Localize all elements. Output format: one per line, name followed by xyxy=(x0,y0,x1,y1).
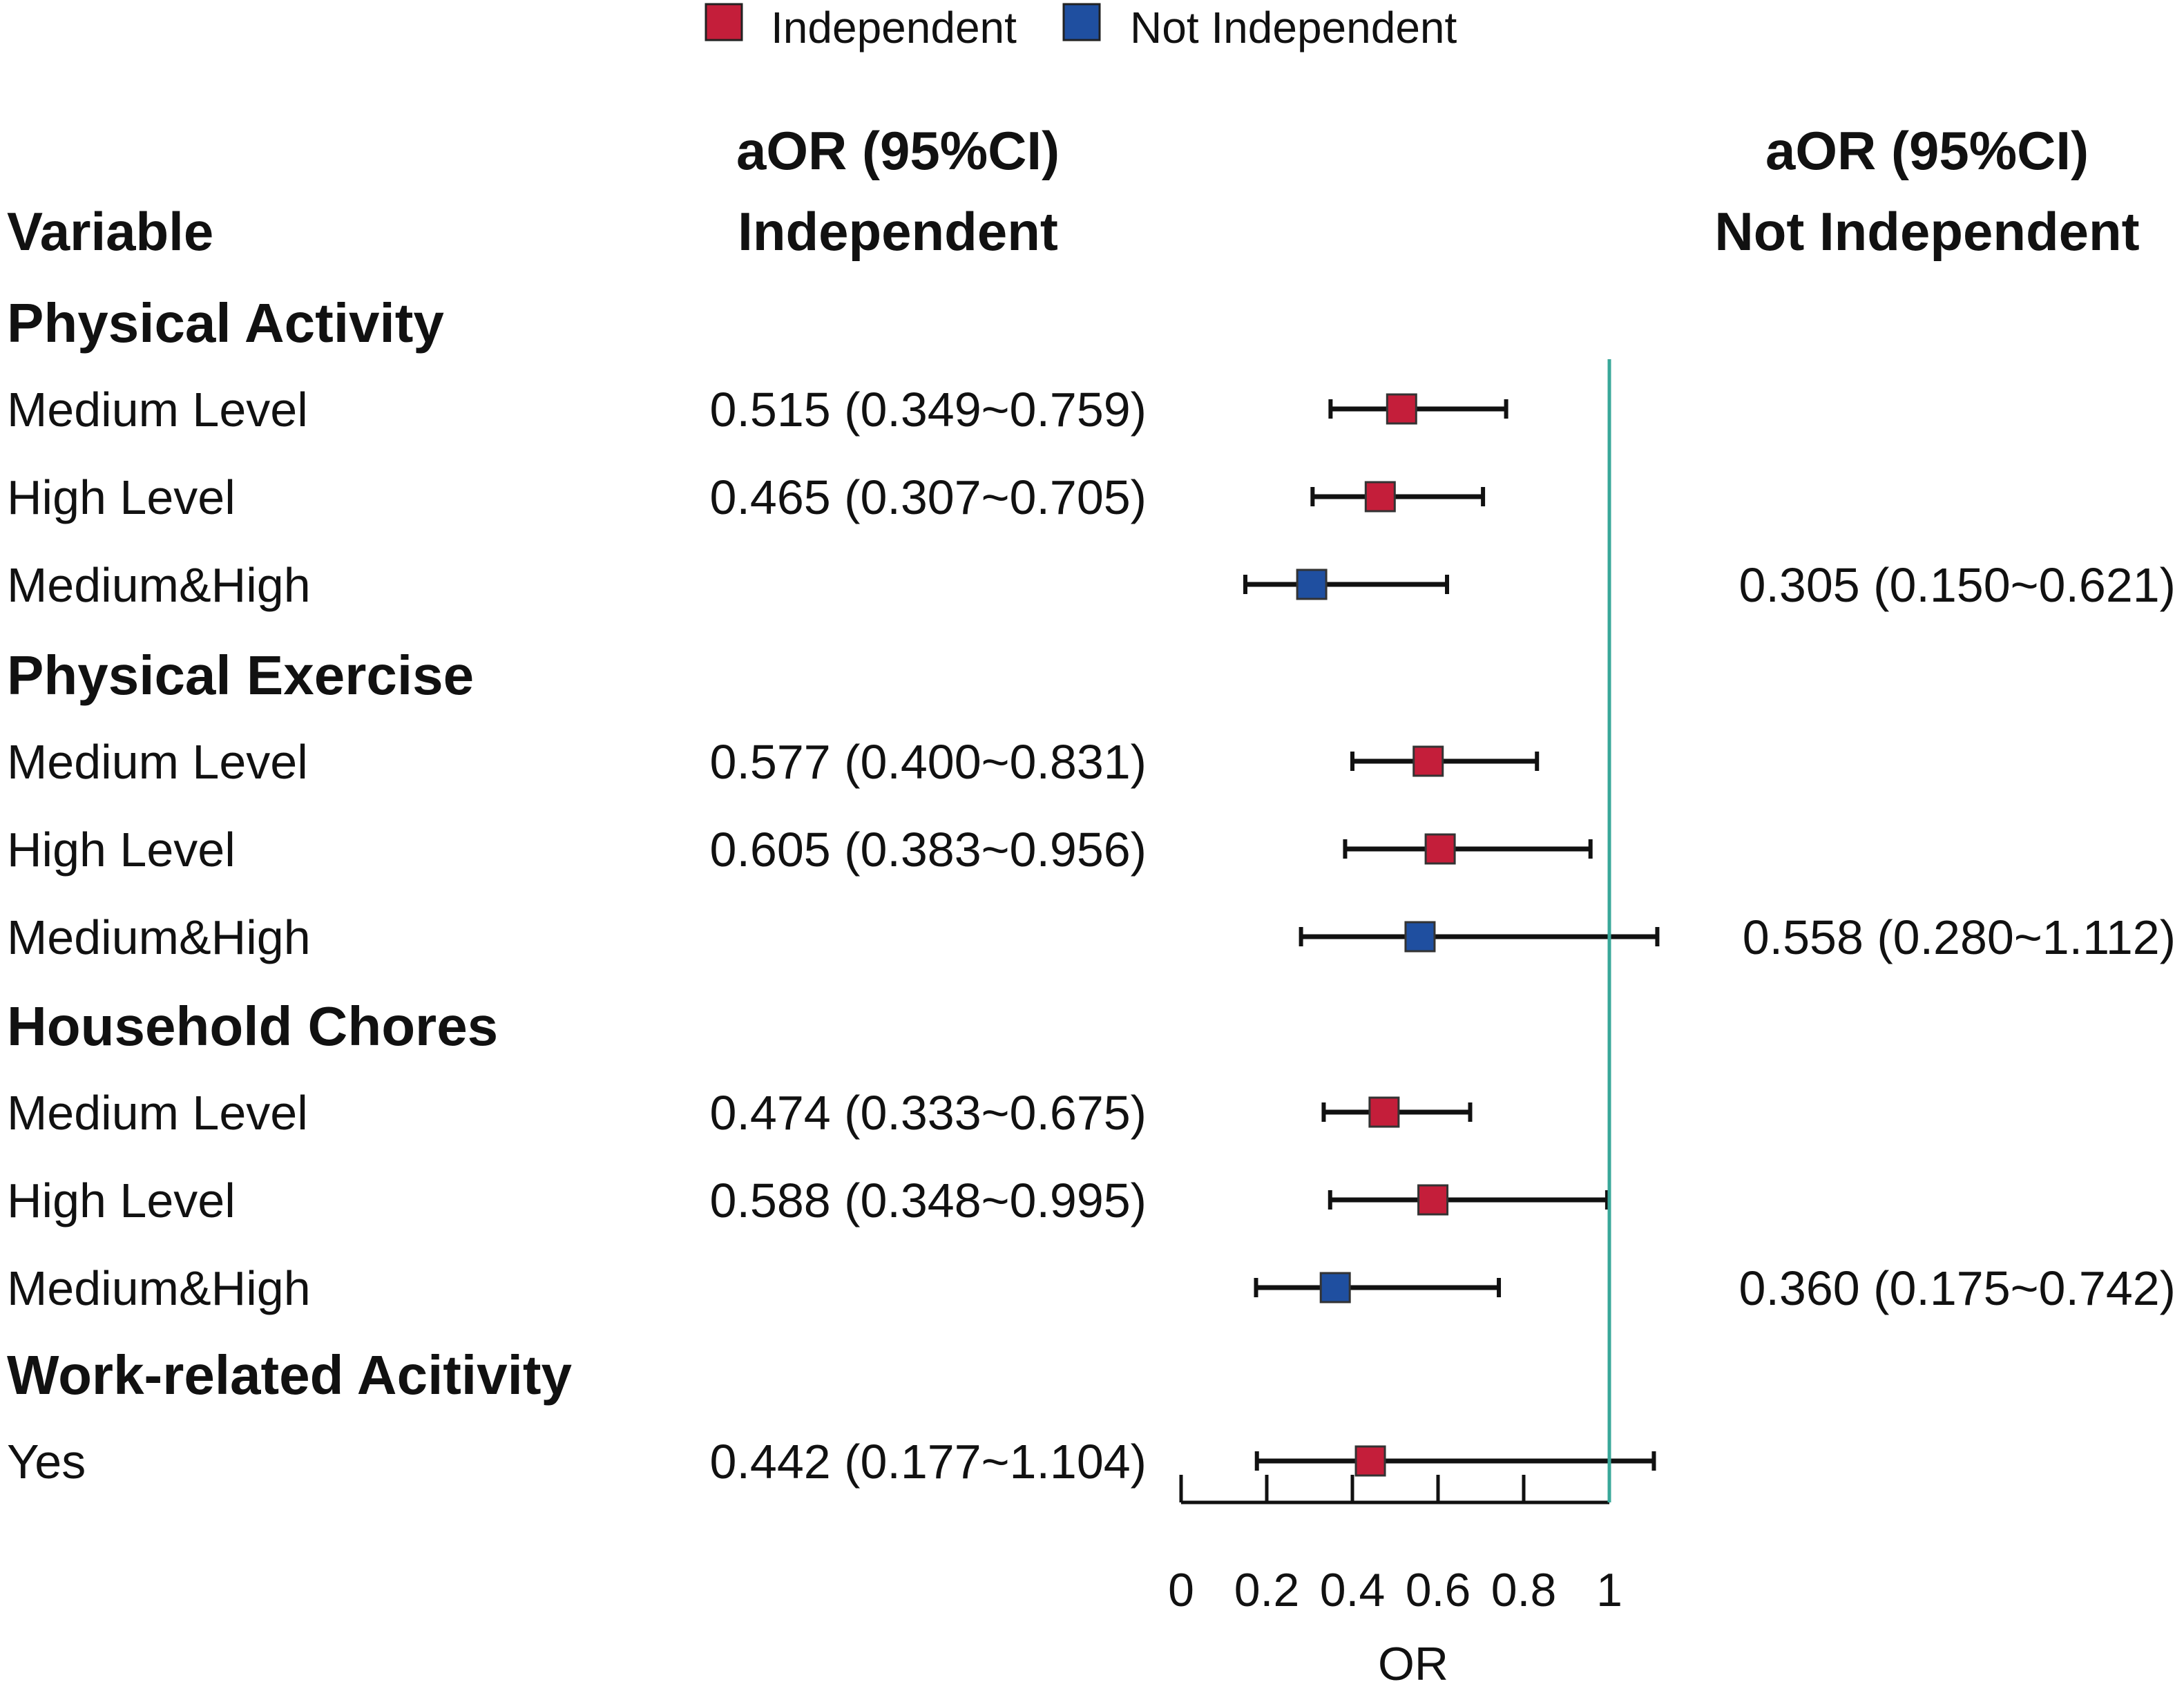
value-independent: 0.605 (0.383~0.956) xyxy=(710,823,1147,877)
group-label: Physical Activity xyxy=(7,292,444,354)
row-label: High Level xyxy=(7,823,236,877)
x-axis: 0 0.2 0.4 0.6 0.8 1 xyxy=(1168,1475,1622,1616)
x-tick-label: 0.4 xyxy=(1320,1564,1386,1616)
group-label: Household Chores xyxy=(7,995,498,1057)
value-independent: 0.465 (0.307~0.705) xyxy=(710,470,1147,524)
row-label: Medium&High xyxy=(7,910,311,964)
row-label: Medium&High xyxy=(7,558,311,612)
value-independent: 0.577 (0.400~0.831) xyxy=(710,735,1147,789)
legend-label-not-independent: Not Independent xyxy=(1130,3,1457,52)
header-independent-line2: Independent xyxy=(738,201,1058,262)
legend: Independent Not Independent xyxy=(705,3,1457,52)
estimate-marker xyxy=(1364,481,1396,513)
x-tick-label: 0 xyxy=(1168,1564,1194,1616)
value-independent: 0.515 (0.349~0.759) xyxy=(710,383,1147,437)
estimate-marker xyxy=(1368,1096,1400,1128)
row-label: Yes xyxy=(7,1435,86,1489)
legend-swatch-independent xyxy=(705,3,743,41)
legend-swatch-not-independent xyxy=(1062,3,1101,41)
rows-layer: Physical Activity Medium Level 0.515 (0.34… xyxy=(7,292,2176,1489)
row-label: Medium&High xyxy=(7,1261,311,1315)
row-label: Medium Level xyxy=(7,735,308,789)
estimate-marker xyxy=(1386,393,1417,425)
row-label: Medium Level xyxy=(7,383,308,437)
x-tick-label: 1 xyxy=(1596,1564,1622,1616)
value-independent: 0.442 (0.177~1.104) xyxy=(710,1435,1147,1489)
value-independent: 0.588 (0.348~0.995) xyxy=(710,1174,1147,1227)
row-label: High Level xyxy=(7,1174,236,1227)
value-not-independent: 0.305 (0.150~0.621) xyxy=(1739,558,2176,612)
estimate-marker xyxy=(1424,833,1456,865)
estimate-marker xyxy=(1319,1272,1351,1303)
x-tick-label: 0.8 xyxy=(1491,1564,1557,1616)
header-independent-line1: aOR (95%CI) xyxy=(736,120,1060,181)
value-not-independent: 0.558 (0.280~1.112) xyxy=(1743,910,2176,964)
group-label: Work-related Acitivity xyxy=(7,1344,573,1406)
value-not-independent: 0.360 (0.175~0.742) xyxy=(1739,1261,2176,1315)
header-variable: Variable xyxy=(7,201,213,262)
estimate-marker xyxy=(1354,1445,1386,1477)
x-axis-label: OR xyxy=(1378,1638,1448,1690)
estimate-marker xyxy=(1404,921,1436,953)
estimate-marker xyxy=(1417,1184,1449,1216)
row-label: High Level xyxy=(7,470,236,524)
x-tick-label: 0.2 xyxy=(1234,1564,1300,1616)
x-tick-label: 0.6 xyxy=(1406,1564,1471,1616)
row-label: Medium Level xyxy=(7,1086,308,1140)
header-not-independent-line2: Not Independent xyxy=(1714,201,2139,262)
estimate-marker xyxy=(1412,745,1444,777)
estimate-marker xyxy=(1296,569,1328,600)
header-not-independent-line1: aOR (95%CI) xyxy=(1765,120,2089,181)
legend-label-independent: Independent xyxy=(771,3,1017,52)
group-label: Physical Exercise xyxy=(7,644,474,706)
value-independent: 0.474 (0.333~0.675) xyxy=(710,1086,1147,1140)
